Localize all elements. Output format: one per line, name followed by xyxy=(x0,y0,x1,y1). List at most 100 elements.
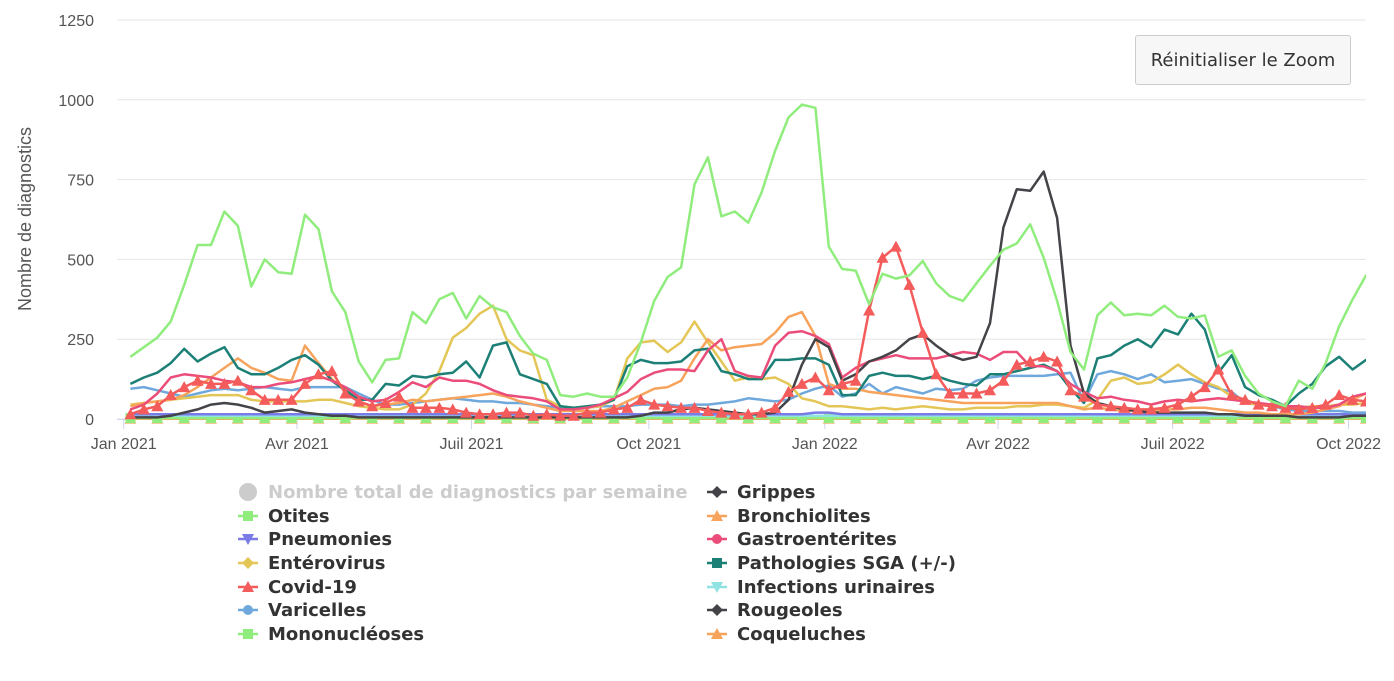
legend-symbol xyxy=(711,486,723,498)
data-point-covid-19 xyxy=(983,384,996,396)
x-axis: Jan 2021 Avr 2021 Juil 2021 Oct 2021 Jan 202… xyxy=(91,419,1381,453)
data-point-mononucleoses xyxy=(796,413,807,424)
data-point-mononucleoses xyxy=(823,413,834,424)
legend-item-varicelles[interactable]: Varicelles xyxy=(238,600,366,621)
data-point-mononucleoses xyxy=(1226,413,1237,424)
x-tick-label: Avr 2021 xyxy=(265,436,329,453)
data-point-covid-19 xyxy=(540,408,553,420)
data-point-covid-19 xyxy=(728,408,741,420)
legend-label: Bronchiolites xyxy=(737,506,871,527)
data-point-covid-19 xyxy=(836,377,849,389)
reset-zoom-button[interactable]: Réinitialiser le Zoom xyxy=(1135,35,1351,85)
legend-item-nombre-total-de-diagnostics-par-semaine[interactable]: Nombre total de diagnostics par semaine xyxy=(239,482,688,503)
data-point-covid-19 xyxy=(379,397,392,409)
data-point-mononucleoses xyxy=(1199,413,1210,424)
legend-item-pathologies-sga[interactable]: Pathologies SGA (+/-) xyxy=(707,553,956,574)
data-point-covid-19 xyxy=(634,393,647,405)
legend-item-gastroenterites[interactable]: Gastroentérites xyxy=(707,529,897,550)
legend-symbol xyxy=(712,534,722,544)
data-point-covid-19 xyxy=(393,390,406,402)
data-point-covid-19 xyxy=(1333,389,1346,401)
y-tick-label: 1250 xyxy=(58,13,94,30)
legend-symbol xyxy=(711,510,723,521)
data-point-covid-19 xyxy=(1387,392,1394,403)
data-point-covid-19 xyxy=(513,406,526,418)
data-point-covid-19 xyxy=(1077,390,1090,402)
data-point-covid-19 xyxy=(137,403,150,415)
data-point-covid-19 xyxy=(594,406,607,418)
legend-item-enterovirus[interactable]: Entérovirus xyxy=(238,553,385,574)
legend-item-mononucleoses[interactable]: Mononucléoses xyxy=(238,624,424,645)
data-point-covid-19 xyxy=(715,406,728,418)
y-axis: 0 250 500 750 1000 1250 xyxy=(58,13,94,429)
data-point-covid-19 xyxy=(325,365,338,377)
data-point-covid-19 xyxy=(1239,393,1252,405)
legend-symbol xyxy=(711,628,723,639)
data-point-covid-19 xyxy=(567,409,580,421)
legend-item-pneumonies[interactable]: Pneumonies xyxy=(238,529,392,550)
data-point-mononucleoses xyxy=(286,413,297,424)
data-point-covid-19 xyxy=(218,377,231,389)
data-point-covid-19 xyxy=(755,406,768,418)
legend-item-coqueluches[interactable]: Coqueluches xyxy=(707,624,866,645)
data-point-mononucleoses xyxy=(179,413,190,424)
data-point-covid-19 xyxy=(1158,401,1171,413)
data-point-covid-19 xyxy=(205,377,218,389)
legend-item-grippes[interactable]: Grippes xyxy=(707,482,816,503)
data-point-mononucleoses xyxy=(984,413,995,424)
data-point-covid-19 xyxy=(1373,394,1385,405)
plot-area xyxy=(124,103,1394,424)
data-point-mononucleoses xyxy=(1092,413,1103,424)
data-point-covid-19 xyxy=(688,401,701,413)
data-point-mononucleoses xyxy=(313,413,324,424)
data-point-covid-19 xyxy=(258,393,271,405)
data-point-covid-19 xyxy=(151,400,164,412)
data-point-covid-19 xyxy=(1091,398,1104,410)
data-point-covid-19 xyxy=(231,374,244,386)
legend-item-otites[interactable]: Otites xyxy=(238,506,330,527)
data-point-covid-19 xyxy=(863,304,876,316)
y-axis-title: Nombre de diagnostics xyxy=(15,127,35,311)
data-point-covid-19 xyxy=(1225,389,1238,401)
x-tick-label: Juil 2022 xyxy=(1141,436,1205,453)
data-point-mononucleoses xyxy=(904,413,915,424)
data-point-covid-19 xyxy=(285,393,298,405)
data-point-covid-19 xyxy=(1292,403,1305,415)
data-point-covid-19 xyxy=(1185,390,1198,402)
legend-item-rougeoles[interactable]: Rougeoles xyxy=(707,600,843,621)
y-tick-label: 750 xyxy=(67,173,94,190)
data-point-covid-19 xyxy=(419,401,432,413)
legend-item-bronchiolites[interactable]: Bronchiolites xyxy=(707,506,871,527)
legend-symbol xyxy=(243,605,253,615)
data-point-covid-19 xyxy=(366,400,379,412)
data-point-covid-19 xyxy=(406,401,419,413)
x-tick-label: Oct 2021 xyxy=(616,436,681,453)
series-enterovirus xyxy=(130,304,1366,411)
data-point-covid-19 xyxy=(527,409,540,421)
series-line-pathologies-sga xyxy=(129,312,1366,410)
data-point-covid-19 xyxy=(876,251,889,263)
legend-label: Rougeoles xyxy=(737,600,843,621)
data-point-mononucleoses xyxy=(1119,413,1130,424)
series-otites xyxy=(129,103,1366,408)
legend-item-covid-19[interactable]: Covid-19 xyxy=(238,577,357,598)
data-point-covid-19 xyxy=(769,401,782,413)
legend-label: Mononucléoses xyxy=(268,624,424,645)
data-point-mononucleoses xyxy=(716,413,727,424)
data-point-covid-19 xyxy=(607,403,620,415)
data-point-covid-19 xyxy=(1024,355,1037,367)
legend-item-infections-urinaires[interactable]: Infections urinaires xyxy=(707,577,935,598)
y-tick-label: 1000 xyxy=(58,93,94,110)
data-point-covid-19 xyxy=(1198,381,1211,393)
legend-label: Pathologies SGA (+/-) xyxy=(737,553,956,574)
data-point-covid-19 xyxy=(822,384,835,396)
y-tick-label: 0 xyxy=(85,412,94,429)
legend-label: Entérovirus xyxy=(268,553,385,574)
data-point-covid-19 xyxy=(446,403,459,415)
data-point-covid-19 xyxy=(352,395,365,407)
legend[interactable]: Nombre total de diagnostics par semaine O… xyxy=(238,482,956,645)
series-pathologies-sga xyxy=(129,312,1366,410)
data-point-covid-19 xyxy=(1212,363,1225,375)
data-point-mononucleoses xyxy=(931,413,942,424)
